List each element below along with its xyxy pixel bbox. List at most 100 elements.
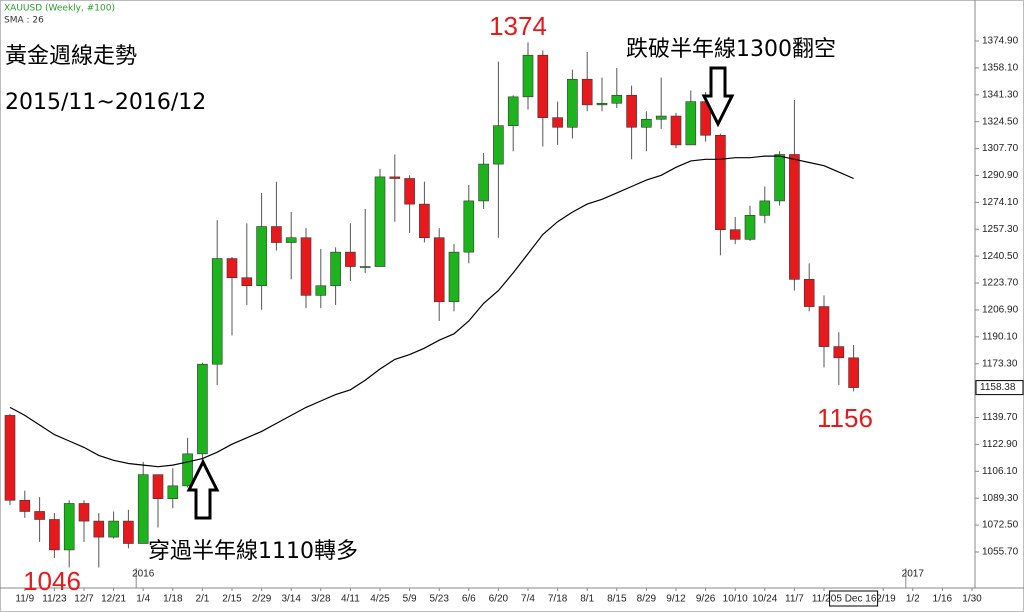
candle-body [596, 102, 608, 106]
x-tick-label: 9/26 [696, 594, 716, 605]
candle-body [152, 474, 164, 499]
year-label: 2016 [132, 569, 155, 580]
x-tick-label: 11/21 [812, 594, 837, 605]
y-tick-label: 1173.30 [982, 358, 1018, 369]
candle-body [49, 519, 60, 551]
candle-body [774, 154, 785, 202]
x-tick-label: 4/11 [341, 594, 360, 605]
candle-body [197, 363, 208, 455]
candle-body [63, 503, 75, 551]
x-tick-label: 11/9 [15, 594, 34, 605]
candle-body [522, 54, 534, 98]
x-tick-label: 10/10 [723, 594, 748, 605]
candle-body [448, 251, 460, 303]
y-tick-label: 1341.30 [982, 89, 1019, 100]
y-tick-label: 1290.90 [982, 170, 1019, 181]
high-label: 1374 [489, 11, 547, 41]
annotation: 跌破半年線1300翻空 [626, 37, 836, 62]
x-tick-label: 9/12 [666, 594, 686, 605]
candle-body [19, 499, 31, 512]
candle-body [4, 415, 16, 501]
candle-body [123, 520, 134, 544]
x-tick-label: 2/15 [222, 594, 242, 605]
x-tick-label: 2/29 [252, 594, 272, 605]
y-tick-label: 1139.70 [982, 412, 1018, 423]
candle-body [389, 176, 401, 179]
last-price-label: 1158.38 [980, 382, 1016, 393]
x-tick-label: 1/30 [962, 594, 982, 605]
chart-title: 黃金週線走勢 [5, 44, 137, 69]
x-tick-label: 1/16 [933, 594, 953, 605]
y-tick-label: 1089.30 [982, 493, 1019, 504]
annotation: 穿過半年線1110轉多 [148, 539, 358, 564]
y-tick-label: 1307.70 [982, 143, 1019, 154]
chart-subtitle: 2015/11~2016/12 [5, 90, 206, 115]
candle-body [137, 474, 149, 544]
x-tick-label: 12/7 [74, 594, 94, 605]
x-tick-label: 6/20 [489, 594, 509, 605]
x-tick-label: 8/1 [580, 594, 594, 605]
y-tick-label: 1206.90 [982, 305, 1019, 316]
candle-body [537, 54, 549, 118]
x-tick-label: 5/23 [429, 594, 449, 605]
candle-body [108, 520, 119, 538]
candle-body [211, 258, 223, 365]
y-tick-label: 1374.90 [982, 36, 1019, 47]
x-tick-label: 12/21 [101, 594, 126, 605]
x-tick-label: 12/19 [871, 594, 896, 605]
y-tick-label: 1358.10 [982, 63, 1019, 74]
candle-body [330, 251, 341, 287]
candle-body [567, 78, 578, 128]
low-label: 1156 [817, 403, 873, 433]
candle-body [759, 200, 771, 216]
candle-body [818, 306, 830, 347]
x-tick-label: 5/9 [403, 594, 417, 605]
last-price-box [975, 380, 1024, 396]
x-tick-label: 3/14 [281, 594, 301, 605]
plot-area [4, 42, 859, 568]
candle-body [493, 125, 504, 165]
legend-sma: SMA : 26 [4, 16, 44, 26]
candle-body [655, 115, 667, 120]
y-tick-label: 1190.10 [982, 331, 1018, 342]
year-label: 2017 [902, 569, 925, 580]
candle-body [715, 134, 726, 231]
y-tick-label: 1072.50 [982, 520, 1019, 531]
candle-body [241, 277, 253, 287]
y-tick-label: 1274.10 [982, 197, 1019, 208]
sma-line [9, 155, 854, 468]
candle-body [374, 176, 386, 267]
candle-body [833, 346, 845, 359]
candle-body [182, 453, 193, 487]
candle-body [419, 203, 430, 239]
x-tick-label: 8/15 [607, 594, 627, 605]
candle-body [78, 503, 90, 522]
candle-body [744, 215, 756, 240]
arrow-up [186, 458, 220, 520]
arrow-down [701, 66, 735, 128]
candle-body [581, 78, 593, 106]
candle-body [359, 266, 371, 268]
x-tick-label: 3/28 [311, 594, 331, 605]
candle-body [552, 117, 563, 128]
x-tick-label: 11/7 [785, 594, 804, 605]
legend-candles: XAUUSD (Weekly, #100) [4, 4, 115, 14]
x-tick-label: 4/25 [370, 594, 390, 605]
candle-body [611, 94, 623, 104]
candle-body [34, 511, 45, 520]
x-tick-label: 2/1 [195, 594, 209, 605]
x-tick-label: 1/2 [906, 594, 920, 605]
candle-body [626, 94, 637, 128]
y-tick-label: 1240.50 [982, 251, 1019, 262]
candle-body [670, 115, 682, 146]
candle-body [226, 258, 238, 279]
candle-body [478, 163, 489, 202]
candle-body [315, 285, 327, 296]
y-tick-label: 1324.50 [982, 116, 1019, 127]
candle-body [685, 101, 697, 146]
y-tick-label: 1106.10 [982, 466, 1018, 477]
candle-body [641, 118, 652, 128]
candle-body [404, 178, 415, 205]
x-tick-label: 8/29 [637, 594, 657, 605]
